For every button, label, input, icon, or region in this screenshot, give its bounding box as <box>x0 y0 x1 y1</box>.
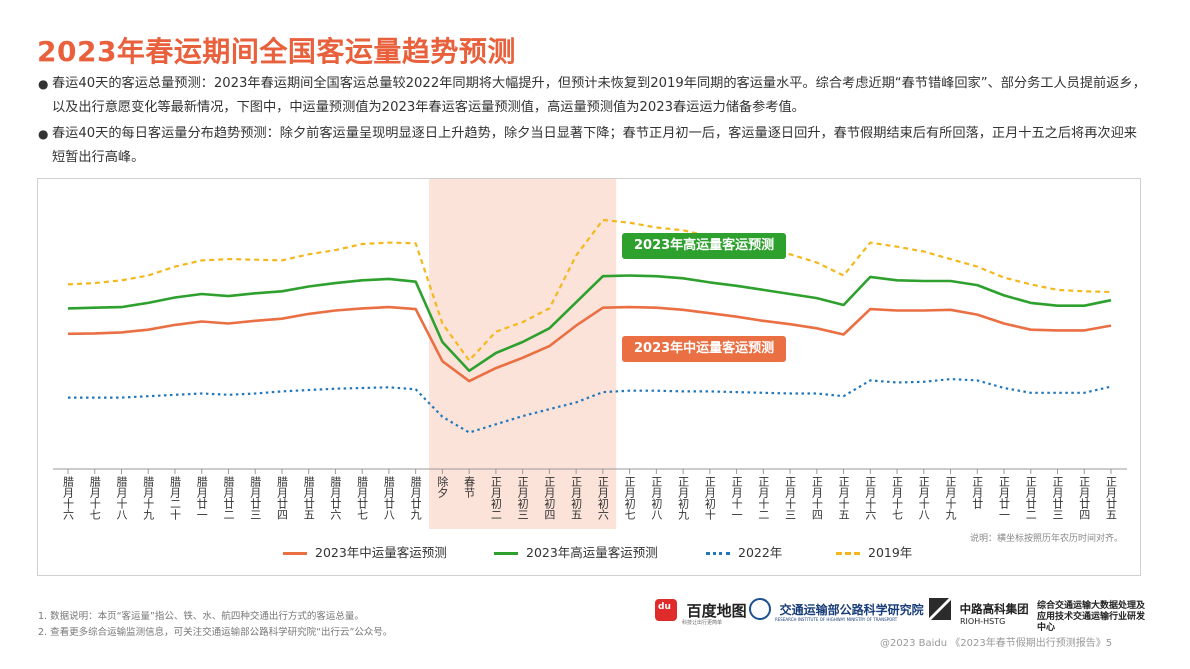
x-tick-label: 腊月廿五 <box>302 476 315 520</box>
x-tick-label: 正月十一 <box>730 476 743 520</box>
x-tick-label: 正月十四 <box>810 476 823 520</box>
bullet-text: 春运40天的客运总量预测：2023年春运期间全国客运总量较2022年同期将大幅提… <box>52 76 1146 115</box>
x-tick-label: 腊月廿九 <box>409 476 422 520</box>
x-tick-label: 腊月十七 <box>88 476 101 520</box>
x-tick-label: 除夕 <box>436 475 449 499</box>
legend-item-high: 2023年高运量客运预测 <box>494 542 658 561</box>
x-tick-label: 正月初四 <box>543 476 556 520</box>
bullet-total-forecast: ● 春运40天的客运总量预测：2023年春运期间全国客运总量较2022年同期将大… <box>38 72 1148 120</box>
chart-legend: 2023年中运量客运预测 2023年高运量客运预测 2022年 2019年 <box>0 542 1190 560</box>
rioh-name-en: RIOH-HSTG <box>960 617 1006 626</box>
page-title: 2023年春运期间全国客运量趋势预测 <box>37 35 516 68</box>
x-tick-label: 正月廿二 <box>1024 476 1037 520</box>
footnote-2: 2. 查看更多综合运输监测信息，可关注交通运输部公路科学研究院“出行云”公众号。 <box>38 627 393 638</box>
series-line-1 <box>67 274 1112 373</box>
legend-label-mid: 2023年中运量客运预测 <box>315 545 447 560</box>
bullet-text: 春运40天的每日客运量分布趋势预测：除夕前客运量呈现明显逐日上升趋势，除夕当日显… <box>52 126 1137 165</box>
x-tick-label: 腊月廿六 <box>329 476 342 520</box>
x-tick-label: 正月十七 <box>891 476 904 520</box>
x-tick-label: 正月十二 <box>757 476 770 520</box>
x-tick-label: 腊月廿四 <box>275 476 288 520</box>
baidu-map-name: 百度地图 <box>686 601 747 620</box>
x-tick-label: 腊月十九 <box>142 476 155 520</box>
x-tick-label: 正月初三 <box>516 476 529 520</box>
annotation-high-forecast: 2023年高运量客运预测 <box>622 233 787 259</box>
x-tick-label: 正月初五 <box>570 476 583 520</box>
legend-swatch-2022 <box>706 552 730 555</box>
footnotes: 1. 数据说明：本页“客运量”指公、铁、水、航四种交通出行方式的客运总量。 2.… <box>38 609 392 641</box>
x-tick-label: 春节 <box>463 476 476 498</box>
chart-container: 腊月十六 腊月十七 腊月十八 腊月十九 腊月二十 腊月廿一 腊月廿二 腊月廿三 腊月廿四 腊月廿五… <box>37 178 1141 576</box>
ritm-name-en: RESEARCH INSTITUTE OF HIGHWAY MINISTRY O… <box>775 617 898 622</box>
series-line-2 <box>68 378 1112 434</box>
x-tick-label: 正月廿 <box>971 476 984 509</box>
x-tick-label: 腊月十八 <box>115 476 128 520</box>
legend-item-2019: 2019年 <box>836 542 912 561</box>
x-tick-label: 正月廿一 <box>998 476 1011 520</box>
x-tick-label: 正月廿三 <box>1051 476 1064 520</box>
partner-logos: du 百度地图 科技让出行更简单 交通运输部公路科学研究院 RESEARCH I… <box>655 598 1155 633</box>
x-tick-label: 腊月廿一 <box>195 476 208 520</box>
rioh-logo: 中路高科集团 RIOH-HSTG <box>929 598 1029 626</box>
x-tick-label: 正月初十 <box>703 476 716 520</box>
legend-item-mid: 2023年中运量客运预测 <box>283 542 447 561</box>
x-tick-label: 正月十九 <box>944 476 957 520</box>
x-tick-label: 正月初九 <box>677 476 690 520</box>
baidu-map-logo: du 百度地图 科技让出行更简单 <box>655 599 747 626</box>
baidu-paw-icon: du <box>655 599 677 621</box>
x-tick-label: 正月十八 <box>917 476 930 520</box>
x-tick-label: 正月初七 <box>623 476 636 520</box>
rioh-name: 中路高科集团 <box>959 602 1029 616</box>
x-tick-label: 正月初二 <box>489 476 502 520</box>
x-tick-label: 腊月十六 <box>62 476 75 520</box>
footnote-1: 1. 数据说明：本页“客运量”指公、铁、水、航四种交通出行方式的客运总量。 <box>38 611 364 622</box>
bullet-dot: ● <box>38 77 49 91</box>
copyright-credit: @2023 Baidu 《2023年春节假期出行预测报告》5 <box>880 638 1113 649</box>
x-tick-label: 正月初八 <box>650 476 663 520</box>
series-line-3 <box>67 218 1112 362</box>
x-tick-label: 正月十五 <box>837 476 850 520</box>
line-chart: 腊月十六 腊月十七 腊月十八 腊月十九 腊月二十 腊月廿一 腊月廿二 腊月廿三 腊月廿四 腊月廿五… <box>53 179 1127 529</box>
chart-note: 说明：横坐标按照历年农历时间对齐。 <box>970 534 1124 544</box>
x-tick-label: 正月廿四 <box>1078 476 1091 520</box>
legend-swatch-high <box>494 552 518 555</box>
x-tick-label: 腊月廿八 <box>382 476 395 520</box>
research-center-label: 综合交通运输大数据处理及应用技术交通运输行业研发中心 <box>1037 601 1146 633</box>
x-tick-label: 腊月廿二 <box>222 476 235 520</box>
ritm-emblem-icon <box>749 598 771 620</box>
x-tick-label: 正月十三 <box>784 476 797 520</box>
x-tick-label: 腊月二十 <box>168 476 181 520</box>
ritm-logo: 交通运输部公路科学研究院 RESEARCH INSTITUTE OF HIGHW… <box>749 598 924 622</box>
ritm-name: 交通运输部公路科学研究院 <box>779 602 924 617</box>
x-tick-label: 腊月廿七 <box>356 476 369 520</box>
legend-label-2019: 2019年 <box>868 545 913 560</box>
baidu-map-slogan: 科技让出行更简单 <box>682 620 723 626</box>
legend-swatch-mid <box>283 552 307 555</box>
x-tick-label: 正月廿五 <box>1105 476 1118 520</box>
x-tick-label: 腊月廿三 <box>249 476 262 520</box>
x-tick-label: 正月十六 <box>864 476 877 520</box>
legend-label-2022: 2022年 <box>738 545 783 560</box>
legend-label-high: 2023年高运量客运预测 <box>526 545 658 560</box>
legend-item-2022: 2022年 <box>706 542 782 561</box>
bullet-dot: ● <box>38 127 49 141</box>
series-line-0 <box>67 305 1112 383</box>
baidu-badge-text: du <box>658 602 671 612</box>
rioh-emblem-icon <box>929 598 951 620</box>
annotation-mid-forecast: 2023年中运量客运预测 <box>622 336 787 362</box>
x-tick-label: 正月初六 <box>596 476 609 520</box>
bullet-daily-forecast: ● 春运40天的每日客运量分布趋势预测：除夕前客运量呈现明显逐日上升趋势，除夕当… <box>38 122 1148 170</box>
legend-swatch-2019 <box>836 552 860 555</box>
